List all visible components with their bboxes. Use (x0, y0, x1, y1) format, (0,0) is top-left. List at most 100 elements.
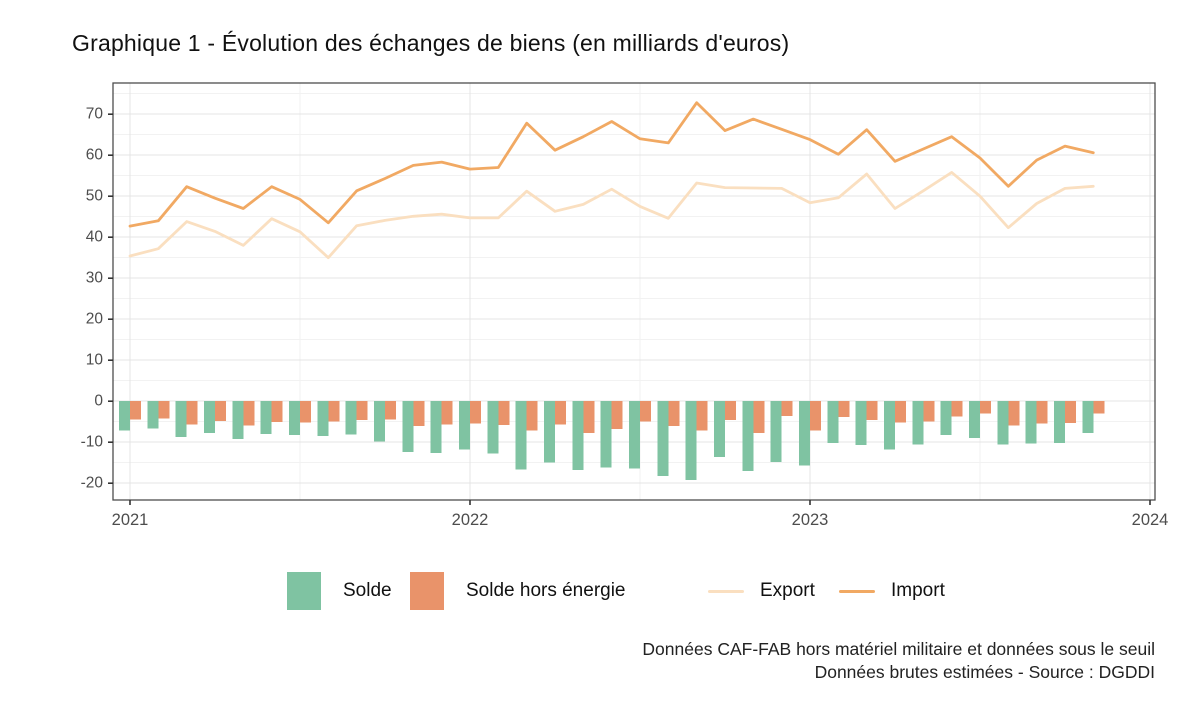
y-axis: -20 -10 0 10 20 30 40 50 60 70 (81, 105, 113, 491)
legend-label-solde: Solde (343, 580, 392, 601)
bar-solde-hors-energie (810, 401, 821, 431)
bar-solde (402, 401, 414, 452)
page-title: Graphique 1 - Évolution des échanges de … (72, 30, 790, 56)
bar-solde (940, 401, 952, 436)
bar-solde-hors-energie (526, 401, 538, 431)
legend-item-solde: Solde (287, 568, 392, 614)
x-tick-label: 2021 (112, 511, 149, 529)
bar-solde-hors-energie (385, 401, 396, 420)
bar-solde-hors-energie (470, 401, 481, 424)
y-tick-label: 10 (86, 351, 104, 368)
bar-solde-hors-energie (895, 401, 906, 423)
bar-solde (969, 401, 980, 439)
import-line (128, 101, 1095, 228)
bar-solde (487, 401, 499, 454)
bar-solde-hors-energie (1065, 401, 1076, 423)
bars-solde-hors-energie (130, 401, 1105, 433)
bar-solde (685, 401, 697, 480)
bar-solde (232, 401, 244, 439)
legend-label-export: Export (760, 580, 815, 601)
bar-solde (430, 401, 442, 453)
bar-solde-hors-energie (583, 401, 595, 433)
bar-solde (714, 401, 725, 457)
bar-solde-hors-energie (611, 401, 623, 430)
bar-solde-hors-energie (866, 401, 878, 421)
bar-solde (827, 401, 839, 443)
bar-solde-hors-energie (243, 401, 255, 426)
bar-solde-hors-energie (186, 401, 198, 425)
y-tick-label: 20 (86, 310, 104, 327)
bar-solde (799, 401, 810, 466)
bar-solde-hors-energie (158, 401, 170, 419)
chart-legend: Solde Solde hors énergie Export Import (0, 568, 1190, 614)
bar-solde-hors-energie (215, 401, 226, 421)
panel-border (112, 82, 1156, 501)
bar-solde-hors-energie (838, 401, 850, 417)
bar-solde-hors-energie (1008, 401, 1020, 426)
bar-solde (884, 401, 895, 450)
y-tick-label: -10 (81, 433, 104, 450)
bar-solde-hors-energie (640, 401, 651, 422)
y-tick-label: 0 (94, 392, 103, 409)
legend-item-export: Export (708, 568, 815, 614)
bar-solde-hors-energie (980, 401, 991, 414)
legend-item-import: Import (839, 568, 945, 614)
bar-solde-hors-energie (668, 401, 680, 427)
bar-solde (770, 401, 782, 462)
bar-solde (204, 401, 215, 433)
legend-label-solde-hors-energie: Solde hors énergie (466, 580, 626, 601)
bar-solde-hors-energie (923, 401, 935, 422)
x-tick-label: 2024 (1132, 511, 1169, 529)
bars-solde (119, 401, 1094, 480)
bar-solde (629, 401, 640, 469)
bar-solde (544, 401, 555, 463)
bar-solde (997, 401, 1009, 445)
bar-solde-hors-energie (130, 401, 141, 420)
bar-solde-hors-energie (413, 401, 425, 426)
bar-solde (572, 401, 584, 471)
y-tick-label: 60 (86, 146, 104, 163)
source-note-line2: Données brutes estimées - Source : DGDDI (814, 662, 1155, 682)
bar-solde-hors-energie (498, 401, 510, 425)
bar-solde-hors-energie (1093, 401, 1105, 414)
bar-solde (317, 401, 329, 437)
bar-solde (600, 401, 612, 468)
solde-hors-energie-swatch-icon (410, 572, 444, 610)
export-line-swatch-icon (708, 589, 744, 593)
bar-solde-hors-energie (725, 401, 736, 421)
bar-solde-hors-energie (271, 401, 283, 423)
bar-solde-hors-energie (555, 401, 566, 425)
legend-item-solde-hors-energie: Solde hors énergie (410, 568, 626, 614)
bar-solde (119, 401, 130, 431)
bar-solde (515, 401, 527, 470)
bar-solde-hors-energie (753, 401, 765, 433)
bar-solde (1082, 401, 1094, 433)
bar-solde (742, 401, 754, 471)
bar-solde-hors-energie (781, 401, 793, 416)
bar-solde (1025, 401, 1037, 444)
bar-solde-hors-energie (300, 401, 311, 423)
bar-solde (1054, 401, 1065, 443)
bar-solde (912, 401, 924, 445)
bar-solde (260, 401, 272, 434)
y-tick-label: 50 (86, 187, 104, 204)
bar-solde (657, 401, 669, 476)
bar-solde (459, 401, 470, 450)
bar-solde-hors-energie (951, 401, 963, 417)
bar-solde (175, 401, 187, 437)
y-tick-label: 70 (86, 105, 104, 122)
x-axis: 2021 2022 2023 2024 (112, 500, 1169, 529)
bar-solde-hors-energie (356, 401, 368, 421)
x-tick-label: 2023 (792, 511, 829, 529)
y-tick-label: 40 (86, 228, 104, 245)
bar-solde-hors-energie (328, 401, 340, 422)
bar-solde (289, 401, 300, 435)
import-line-swatch-icon (839, 589, 875, 593)
bar-solde (855, 401, 867, 446)
x-tick-label: 2022 (452, 511, 489, 529)
bar-solde (345, 401, 357, 435)
bar-solde (374, 401, 385, 442)
y-tick-label: 30 (86, 269, 104, 286)
